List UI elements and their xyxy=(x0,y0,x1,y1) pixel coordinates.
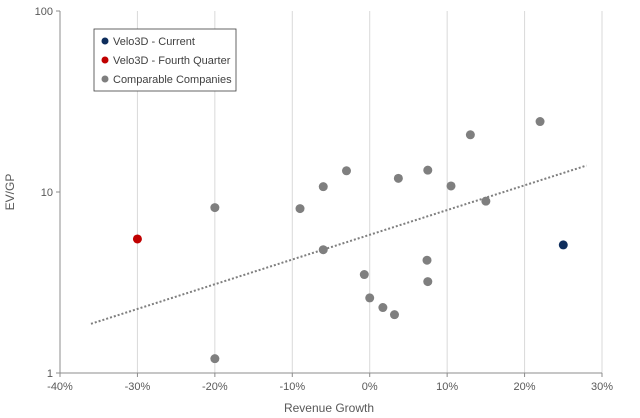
y-tick-label: 10 xyxy=(41,187,53,199)
x-axis-title: Revenue Growth xyxy=(284,401,374,415)
x-tick-label: -10% xyxy=(279,381,305,393)
data-point-comparable-companies xyxy=(210,203,220,213)
legend-marker-comparable-companies xyxy=(101,75,109,83)
data-point-comparable-companies xyxy=(423,277,433,287)
trendline xyxy=(90,164,587,325)
legend-label-velo3d-fourth-quarter: Velo3D - Fourth Quarter xyxy=(113,55,231,67)
x-tick-label: 0% xyxy=(362,381,378,393)
trendline-layer xyxy=(90,164,587,325)
legend-marker-velo3d-current xyxy=(101,37,109,45)
data-point-comparable-companies xyxy=(481,196,491,206)
data-point-comparable-companies xyxy=(378,303,388,313)
legend: Velo3D - Current Velo3D - Fourth Quarter… xyxy=(93,28,237,92)
axes xyxy=(56,10,603,377)
data-point-comparable-companies xyxy=(423,165,433,175)
data-points xyxy=(132,117,568,364)
data-point-velo3d-current xyxy=(558,240,568,250)
data-point-comparable-companies xyxy=(389,310,399,320)
y-tick-label: 100 xyxy=(35,6,53,18)
legend-marker-velo3d-fourth-quarter xyxy=(101,56,109,64)
data-point-comparable-companies xyxy=(365,293,375,303)
y-tick-label: 1 xyxy=(47,368,53,380)
data-point-comparable-companies xyxy=(535,117,545,127)
data-point-comparable-companies xyxy=(422,255,432,265)
legend-label-velo3d-current: Velo3D - Current xyxy=(113,36,195,48)
y-axis-title: EV/GP xyxy=(3,174,17,211)
data-point-velo3d-fourth-quarter xyxy=(132,234,142,244)
data-point-comparable-companies xyxy=(393,173,403,183)
data-point-comparable-companies xyxy=(446,181,456,191)
x-tick-label: 20% xyxy=(514,381,536,393)
x-tick-label: 10% xyxy=(436,381,458,393)
legend-label-comparable-companies: Comparable Companies xyxy=(113,74,232,86)
data-point-comparable-companies xyxy=(341,166,351,176)
data-point-comparable-companies xyxy=(359,270,369,280)
data-point-comparable-companies xyxy=(295,204,305,214)
x-tick-label: 30% xyxy=(591,381,613,393)
tick-labels: -40% -30% -20% -10% 0% 10% 20% 30% 1 10 100 xyxy=(35,6,614,393)
data-point-comparable-companies xyxy=(465,130,475,140)
data-point-comparable-companies xyxy=(210,354,220,364)
x-tick-label: -40% xyxy=(47,381,73,393)
x-tick-label: -20% xyxy=(202,381,228,393)
data-point-comparable-companies xyxy=(318,245,328,255)
data-point-comparable-companies xyxy=(318,182,328,192)
legend-box xyxy=(93,28,237,92)
x-tick-label: -30% xyxy=(125,381,151,393)
